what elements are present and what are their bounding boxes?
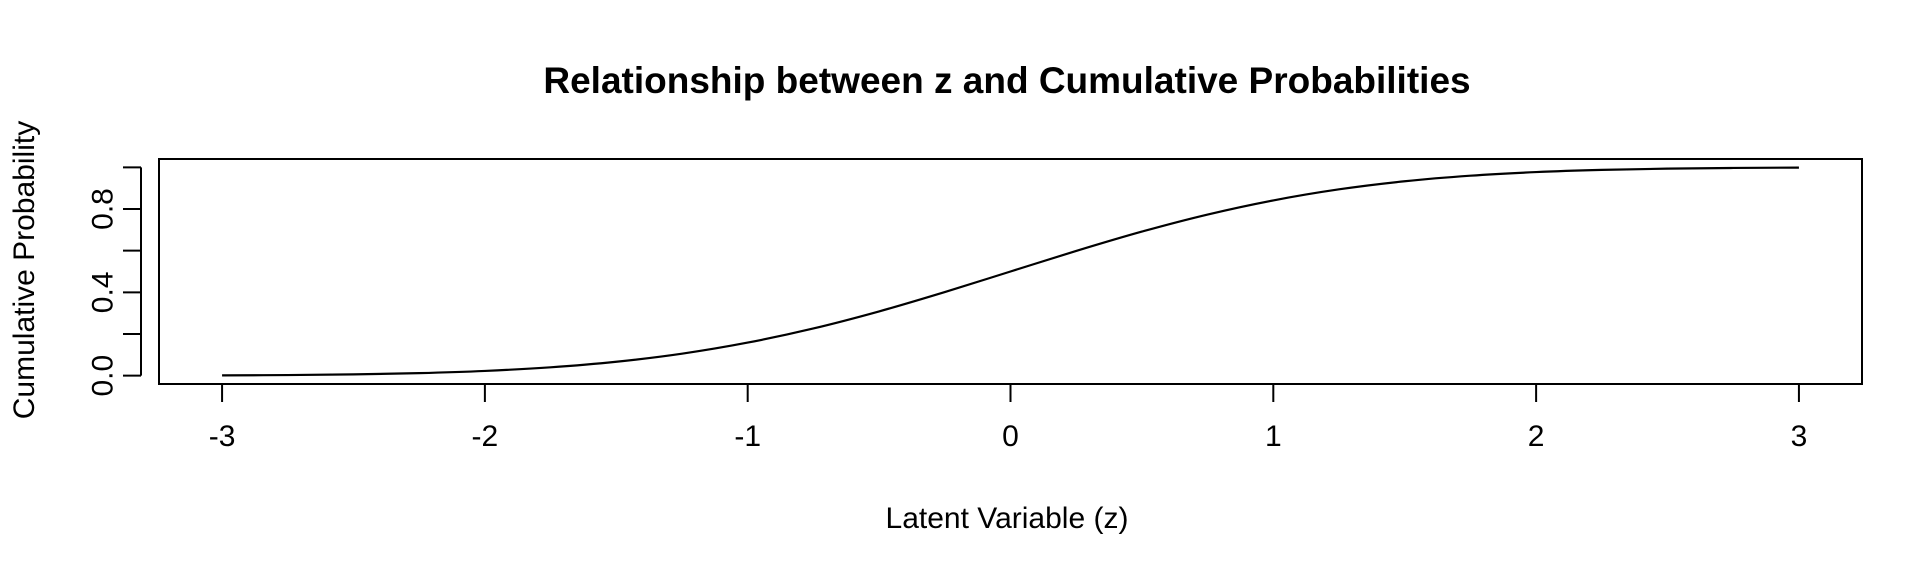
x-tick-label: -3: [209, 420, 236, 453]
y-tick-label: 0.8: [87, 188, 120, 230]
x-tick-label: 1: [1265, 420, 1282, 453]
cdf-curve: [222, 166, 1799, 377]
y-axis: 0.0 0.4 0.8: [87, 166, 142, 397]
x-axis-label: Latent Variable (z): [886, 502, 1129, 535]
x-tick-label: -1: [734, 420, 761, 453]
y-axis-label: Cumulative Probability: [8, 121, 41, 419]
chart-title: Relationship between z and Cumulative Pr…: [543, 60, 1470, 101]
x-axis: -3 -2 -1 0 1 2 3: [209, 383, 1808, 453]
y-tick-label: 0.0: [87, 355, 120, 397]
x-tick-label: 0: [1002, 420, 1019, 453]
x-tick-label: 2: [1528, 420, 1545, 453]
y-tick-label: 0.4: [87, 271, 120, 313]
x-tick-label: 3: [1791, 420, 1808, 453]
x-tick-label: -2: [472, 420, 499, 453]
